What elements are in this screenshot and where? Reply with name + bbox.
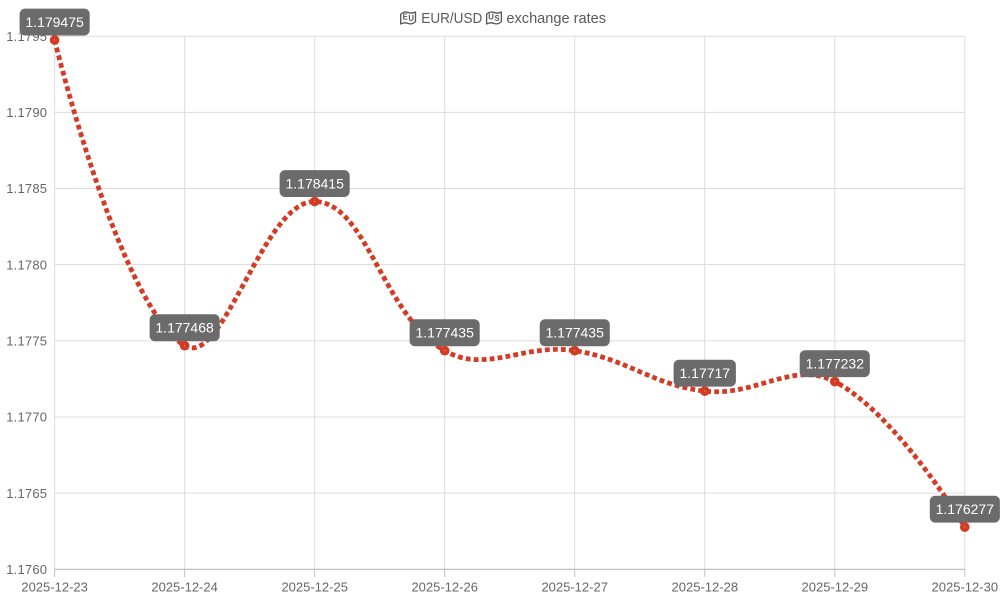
svg-text:E: E [403, 13, 408, 22]
svg-text:1.177435: 1.177435 [545, 325, 604, 341]
svg-text:U: U [408, 14, 414, 23]
svg-text:1.1770: 1.1770 [6, 410, 47, 425]
svg-text:1.179475: 1.179475 [25, 14, 84, 30]
svg-text:EUR/USD: EUR/USD [421, 10, 482, 27]
svg-text:1.176277: 1.176277 [936, 501, 995, 517]
svg-text:2025-12-28: 2025-12-28 [672, 580, 739, 595]
svg-text:2025-12-27: 2025-12-27 [541, 580, 608, 595]
svg-text:1.1785: 1.1785 [6, 181, 47, 196]
svg-text:1.17717: 1.17717 [679, 365, 730, 381]
svg-text:exchange rates: exchange rates [506, 10, 606, 27]
svg-text:U: U [488, 13, 494, 22]
svg-text:1.1790: 1.1790 [6, 105, 47, 120]
svg-text:2025-12-29: 2025-12-29 [802, 580, 869, 595]
svg-text:S: S [494, 14, 499, 23]
svg-text:1.1760: 1.1760 [6, 562, 47, 577]
svg-text:2025-12-25: 2025-12-25 [281, 580, 348, 595]
svg-text:1.178415: 1.178415 [285, 175, 344, 191]
svg-text:1.177468: 1.177468 [155, 320, 214, 336]
svg-text:1.1780: 1.1780 [6, 257, 47, 272]
svg-text:2025-12-26: 2025-12-26 [411, 580, 478, 595]
svg-text:2025-12-30: 2025-12-30 [932, 580, 999, 595]
svg-text:1.1765: 1.1765 [6, 486, 47, 501]
svg-text:2025-12-24: 2025-12-24 [151, 580, 218, 595]
svg-text:2025-12-23: 2025-12-23 [21, 580, 88, 595]
svg-text:1.177435: 1.177435 [415, 325, 474, 341]
svg-text:1.177232: 1.177232 [806, 356, 865, 372]
svg-text:1.1775: 1.1775 [6, 334, 47, 349]
